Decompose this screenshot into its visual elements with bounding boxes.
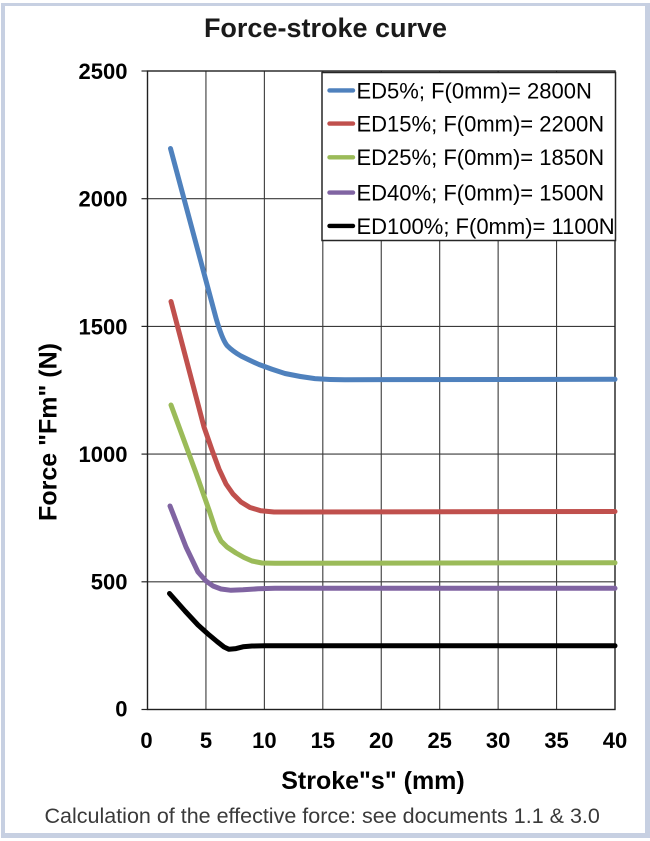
svg-text:2500: 2500 — [79, 59, 128, 84]
svg-text:ED15%; F(0mm)= 2200N: ED15%; F(0mm)= 2200N — [357, 112, 605, 137]
svg-text:15: 15 — [311, 728, 335, 753]
svg-text:0: 0 — [115, 697, 127, 722]
svg-text:1500: 1500 — [79, 314, 128, 339]
svg-text:ED40%; F(0mm)= 1500N: ED40%; F(0mm)= 1500N — [357, 181, 605, 206]
svg-text:Force-stroke curve: Force-stroke curve — [204, 13, 447, 43]
svg-text:500: 500 — [91, 570, 128, 595]
svg-text:2000: 2000 — [79, 187, 128, 212]
svg-text:ED100%; F(0mm)= 1100N: ED100%; F(0mm)= 1100N — [357, 214, 615, 239]
svg-text:40: 40 — [603, 728, 627, 753]
svg-text:20: 20 — [369, 728, 393, 753]
svg-text:10: 10 — [252, 728, 276, 753]
svg-text:Stroke"s" (mm): Stroke"s" (mm) — [281, 767, 464, 795]
svg-text:ED25%; F(0mm)= 1850N: ED25%; F(0mm)= 1850N — [357, 145, 605, 170]
svg-text:5: 5 — [200, 728, 212, 753]
svg-text:0: 0 — [140, 728, 152, 753]
svg-text:ED5%; F(0mm)= 2800N: ED5%; F(0mm)= 2800N — [357, 78, 592, 103]
svg-text:30: 30 — [486, 728, 510, 753]
svg-text:35: 35 — [544, 728, 568, 753]
svg-text:Calculation of the effective f: Calculation of the effective force: see … — [45, 804, 600, 828]
svg-text:Force "Fm" (N): Force "Fm" (N) — [35, 343, 63, 521]
svg-text:25: 25 — [427, 728, 451, 753]
svg-text:1000: 1000 — [79, 442, 128, 467]
